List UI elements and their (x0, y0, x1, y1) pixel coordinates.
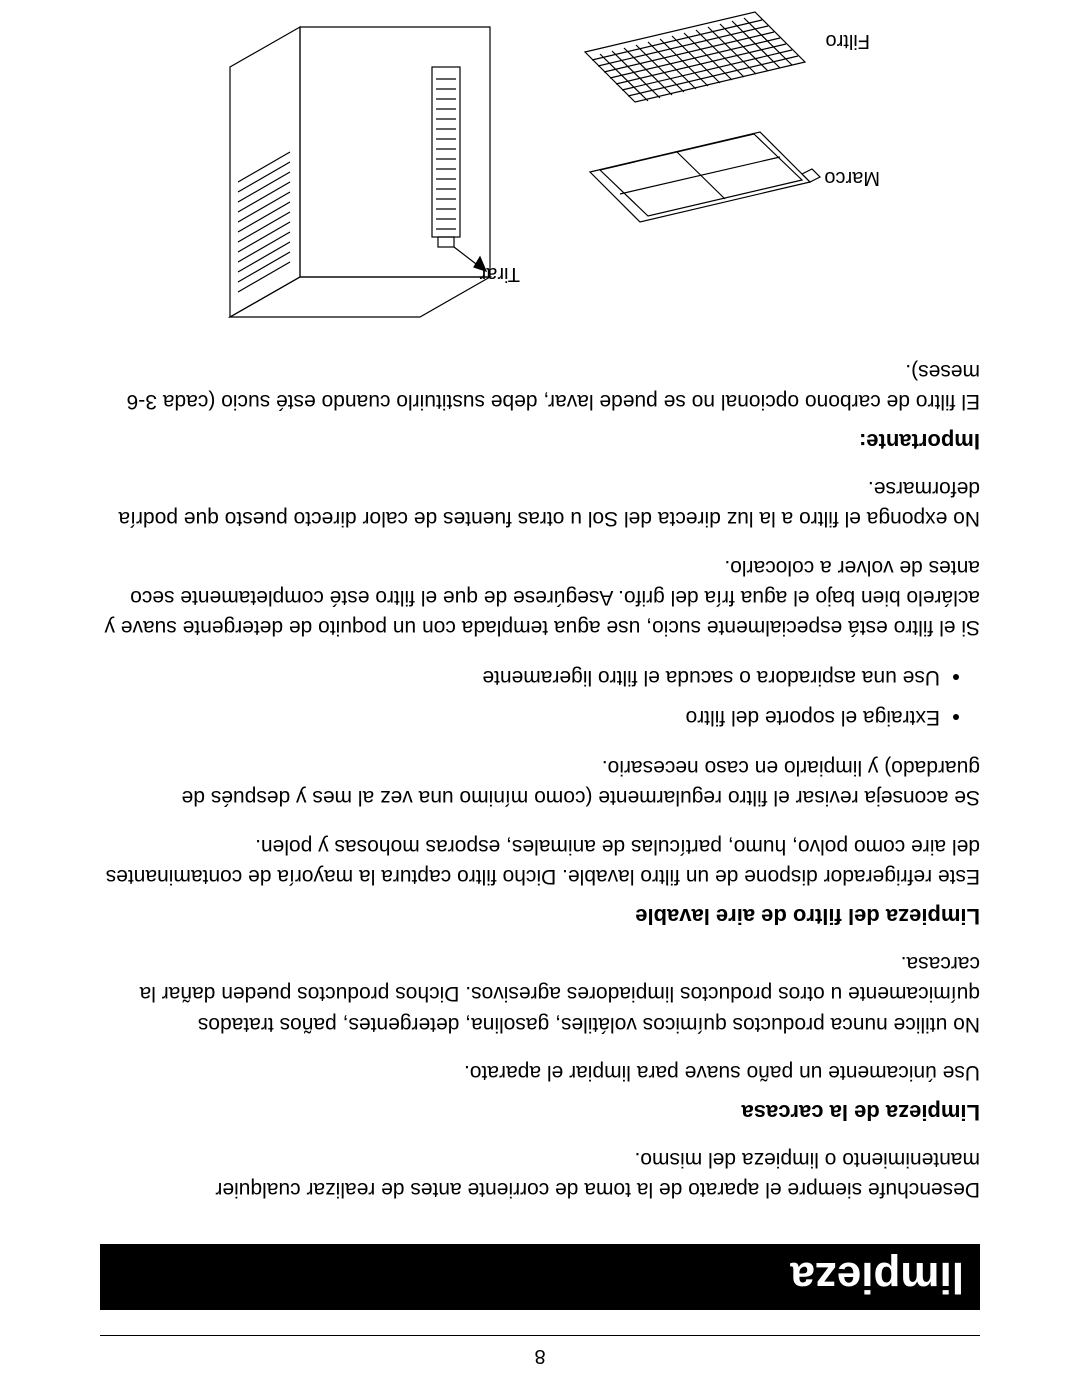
list-item: Use una aspiradora o sacuda el filtro li… (100, 660, 940, 694)
unit-body-icon (230, 27, 490, 317)
section2-p2: Se aconseja revisar el filtro regularmen… (100, 752, 980, 813)
important-p1: El filtro de carbono opcional no se pued… (100, 355, 980, 416)
section2-p1: Este refrigerador dispone de un filtro l… (100, 831, 980, 892)
label-filtro: Filtro (826, 29, 870, 52)
filter-diagram: Tirar Marco Filtro (160, 0, 920, 337)
section1-p1: Use únicamente un paño suave para limpia… (100, 1057, 980, 1087)
label-tirar: Tirar (480, 262, 520, 285)
label-marco: Marco (824, 166, 880, 189)
filter-icon (585, 12, 805, 102)
section2-p3: Si el filtro está especialmente sucio, u… (100, 551, 980, 642)
important-heading: Importante: (100, 428, 980, 454)
list-item: Extraiga el soporte del filtro (100, 700, 940, 734)
section1-heading: Limpieza de la carcasa (100, 1099, 980, 1125)
intro-text: Desenchufe siempre el aparato de la toma… (100, 1143, 980, 1204)
section1-p2: No utilice nunca productos químicos volá… (100, 947, 980, 1038)
section2-heading: Limpieza del filtro de aire lavable (100, 903, 980, 929)
section2-bullets: Extraiga el soporte del filtro Use una a… (100, 660, 940, 733)
page-title: limpieza (100, 1244, 980, 1310)
divider-top (100, 1335, 980, 1336)
page-number: 8 (100, 1344, 980, 1367)
frame-icon (590, 132, 820, 222)
section2-p4: No exponga el filtro a la luz directa de… (100, 472, 980, 533)
diagram-svg (160, 0, 920, 337)
